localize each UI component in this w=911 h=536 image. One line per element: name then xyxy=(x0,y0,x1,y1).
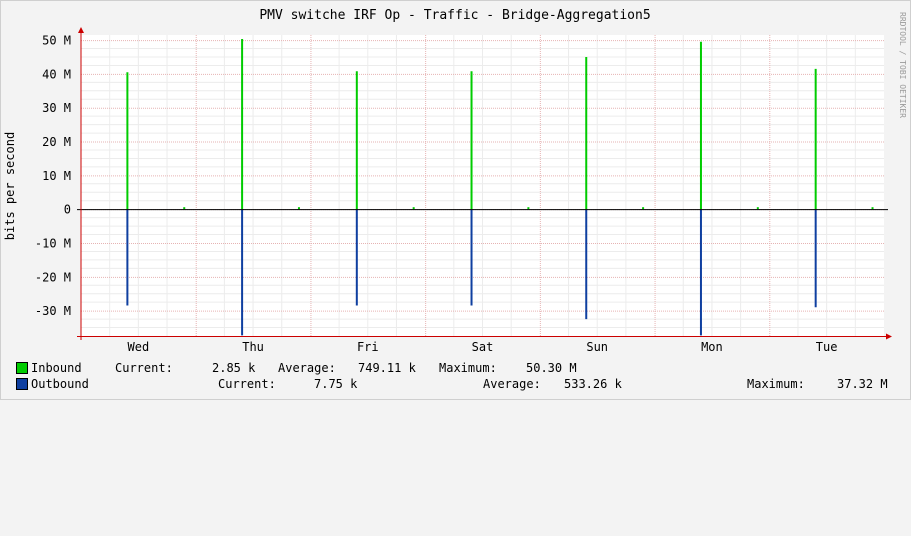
y-tick-label: -10 M xyxy=(35,236,71,250)
watermark: RRDTOOL / TOBI OETIKER xyxy=(898,12,907,118)
inbound-average-label: Average: xyxy=(278,361,336,375)
y-tick-label: -30 M xyxy=(35,304,71,318)
y-axis-arrow xyxy=(78,27,84,33)
y-tick-label: 40 M xyxy=(42,67,71,81)
x-tick-label: Tue xyxy=(816,340,838,354)
x-tick-label: Mon xyxy=(701,340,723,354)
traffic-chart: PMV switche IRF Op - Traffic - Bridge-Ag… xyxy=(3,8,907,354)
outbound-average-value: 533.26 k xyxy=(564,377,622,391)
tick-label-layer: 50 M 40 M 30 M 20 M 10 M 0 -10 M -20 M -30 M Wed T… xyxy=(35,34,838,354)
x-tick-label: Thu xyxy=(242,340,264,354)
inbound-average-value: 749.11 k xyxy=(358,361,416,375)
x-tick-label: Fri xyxy=(357,340,379,354)
legend: Inbound Current: 2.85 k Average: 749.11 … xyxy=(16,360,906,392)
y-tick-label: 20 M xyxy=(42,135,71,149)
axis-layer xyxy=(77,27,892,340)
inbound-current-value: 2.85 k xyxy=(212,361,256,375)
x-tick-label: Sun xyxy=(586,340,608,354)
x-tick-label: Sat xyxy=(472,340,494,354)
y-tick-label: 0 xyxy=(64,203,71,217)
y-tick-label: 50 M xyxy=(42,34,71,48)
inbound-maximum-label: Maximum: xyxy=(439,361,497,375)
outbound-maximum-value: 37.32 M xyxy=(837,377,888,391)
chart-title: PMV switche IRF Op - Traffic - Bridge-Ag… xyxy=(259,8,650,23)
x-tick-label: Wed xyxy=(128,340,150,354)
outbound-name: Outbound xyxy=(31,377,89,391)
outbound-average-label: Average: xyxy=(483,377,541,391)
y-tick-label: 10 M xyxy=(42,169,71,183)
x-axis-arrow xyxy=(886,333,892,340)
grid-layer xyxy=(81,35,884,336)
series-layer xyxy=(126,39,874,336)
inbound-name: Inbound xyxy=(31,361,82,375)
inbound-swatch xyxy=(16,362,28,374)
inbound-maximum-value: 50.30 M xyxy=(526,361,577,375)
outbound-maximum-label: Maximum: xyxy=(747,377,805,391)
y-tick-label: -20 M xyxy=(35,270,71,284)
legend-row-outbound: Outbound Current: 7.75 k Average: 533.26… xyxy=(16,376,906,392)
inbound-current-label: Current: xyxy=(115,361,173,375)
outbound-swatch xyxy=(16,378,28,390)
outbound-current-label: Current: xyxy=(218,377,276,391)
y-axis-label: bits per second xyxy=(3,132,17,240)
y-tick-label: 30 M xyxy=(42,101,71,115)
legend-row-inbound: Inbound Current: 2.85 k Average: 749.11 … xyxy=(16,360,906,376)
outbound-current-value: 7.75 k xyxy=(314,377,358,391)
